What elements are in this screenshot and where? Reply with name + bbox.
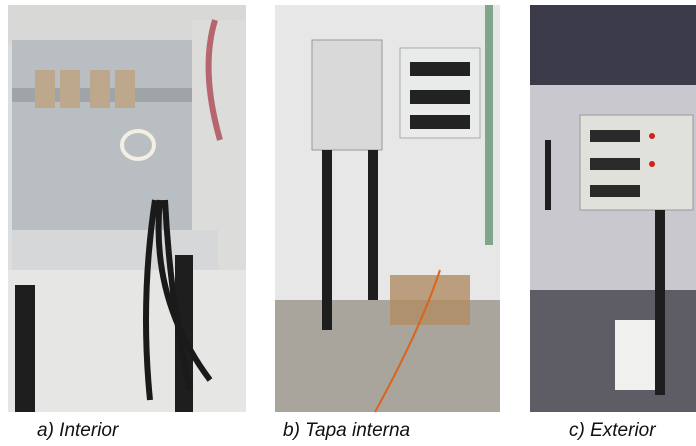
photo-lid: [275, 5, 500, 412]
photos: [0, 0, 696, 446]
photo-exterior: [530, 5, 696, 412]
photo-interior: [8, 5, 246, 412]
caption: a) Interior: [37, 420, 118, 442]
caption: b) Tapa interna: [283, 420, 410, 442]
figure: a) Interior b) Tapa interna c) Exterior: [0, 0, 696, 446]
caption: c) Exterior: [569, 420, 656, 442]
